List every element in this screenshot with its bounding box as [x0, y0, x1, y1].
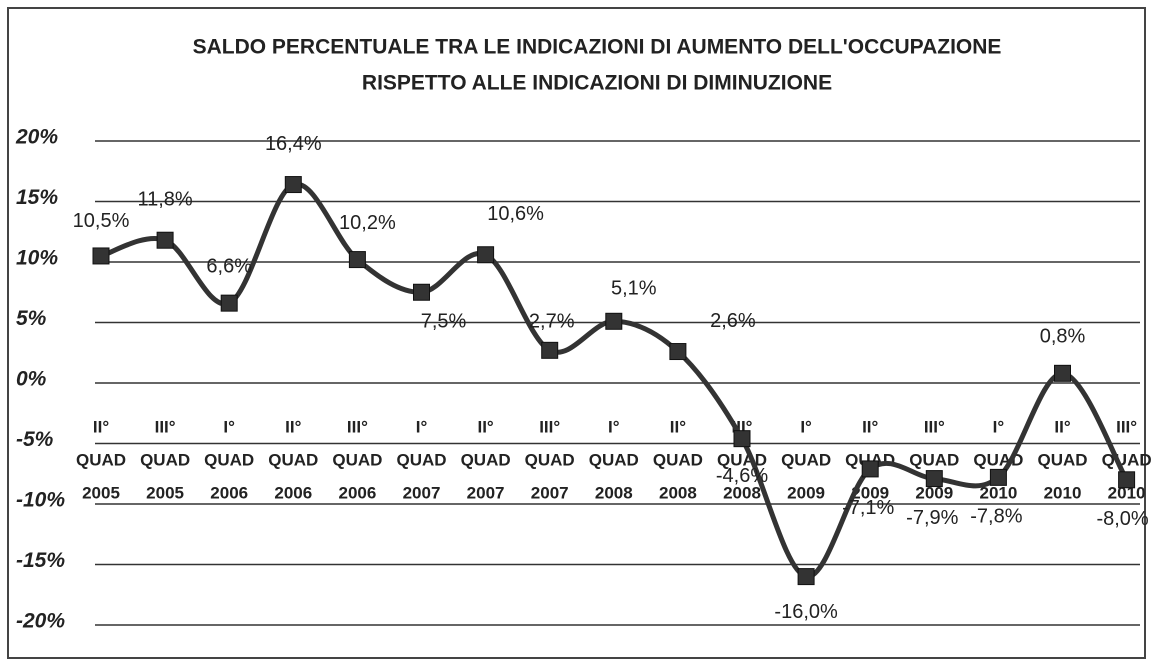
x-tick-label: 2008 — [595, 483, 633, 502]
x-tick-label: 2006 — [210, 483, 248, 502]
x-tick-label: III° — [924, 417, 945, 436]
data-point — [797, 568, 815, 586]
x-tick-label: I° — [608, 417, 620, 436]
x-tick-label: III° — [539, 417, 560, 436]
x-tick-label: QUAD — [525, 450, 575, 469]
y-tick-label: 0% — [16, 368, 47, 391]
data-point — [669, 343, 687, 361]
value-label: -7,9% — [906, 507, 958, 529]
data-point — [989, 468, 1007, 486]
x-tick-label: 2010 — [979, 483, 1017, 502]
value-label: -16,0% — [774, 601, 838, 623]
value-label: -4,6% — [716, 465, 768, 487]
x-tick-label: II° — [285, 417, 301, 436]
x-tick-label: 2005 — [146, 483, 184, 502]
x-tick-label: QUAD — [268, 450, 318, 469]
y-tick-label: -10% — [16, 489, 65, 512]
x-tick-label: I° — [223, 417, 235, 436]
x-tick-label: 2007 — [467, 483, 505, 502]
y-tick-label: 5% — [16, 307, 47, 330]
chart-frame — [7, 7, 1146, 659]
x-tick-label: 2007 — [403, 483, 441, 502]
x-tick-label: 2009 — [851, 483, 889, 502]
x-tick-label: I° — [416, 417, 428, 436]
x-tick-label: QUAD — [1102, 450, 1152, 469]
y-tick-label: 15% — [16, 186, 58, 209]
data-point — [1118, 471, 1136, 489]
value-label: 6,6% — [206, 255, 252, 277]
x-tick-label: 2007 — [531, 483, 569, 502]
data-point — [861, 460, 879, 478]
x-tick-label: II° — [1054, 417, 1070, 436]
value-label: -7,1% — [842, 497, 894, 519]
x-tick-label: I° — [800, 417, 812, 436]
x-tick-label: QUAD — [140, 450, 190, 469]
value-label: 2,7% — [529, 311, 575, 333]
value-label: 10,5% — [73, 210, 130, 232]
value-label: 16,4% — [265, 133, 322, 155]
value-label: -8,0% — [1096, 508, 1148, 530]
x-tick-label: QUAD — [332, 450, 382, 469]
x-tick-label: 2005 — [82, 483, 120, 502]
value-label: 2,6% — [710, 310, 756, 332]
y-tick-label: -15% — [16, 549, 65, 572]
data-point — [92, 247, 110, 265]
data-point — [156, 231, 174, 249]
value-label: 10,6% — [487, 203, 544, 225]
x-tick-label: QUAD — [781, 450, 831, 469]
data-point — [541, 341, 559, 359]
chart-title: SALDO PERCENTUALE TRA LE INDICAZIONI DI … — [193, 36, 1002, 59]
x-tick-label: QUAD — [909, 450, 959, 469]
y-tick-label: 20% — [15, 126, 58, 149]
x-tick-label: III° — [155, 417, 176, 436]
data-point — [605, 312, 623, 330]
x-tick-label: 2010 — [1108, 483, 1146, 502]
x-tick-label: II° — [862, 417, 878, 436]
data-point — [1054, 364, 1071, 382]
x-tick-label: III° — [1116, 417, 1137, 436]
x-tick-label: 2009 — [787, 483, 825, 502]
x-tick-label: QUAD — [204, 450, 254, 469]
x-tick-label: 2009 — [915, 483, 953, 502]
x-tick-label: II° — [477, 417, 493, 436]
y-tick-label: 10% — [16, 247, 58, 270]
x-tick-label: QUAD — [1037, 450, 1087, 469]
x-tick-label: 2006 — [338, 483, 376, 502]
x-tick-label: QUAD — [76, 450, 126, 469]
x-tick-label: QUAD — [461, 450, 511, 469]
value-label: 10,2% — [339, 212, 396, 234]
x-tick-label: QUAD — [589, 450, 639, 469]
x-tick-label: QUAD — [653, 450, 703, 469]
data-point — [733, 430, 751, 448]
value-label: 7,5% — [421, 311, 467, 333]
data-point — [925, 470, 943, 488]
chart-title: RISPETTO ALLE INDICAZIONI DI DIMINUZIONE — [362, 72, 832, 95]
y-tick-label: -20% — [16, 610, 65, 633]
x-tick-label: QUAD — [396, 450, 446, 469]
x-tick-label: 2006 — [274, 483, 312, 502]
y-tick-label: -5% — [16, 428, 54, 451]
x-tick-label: 2008 — [659, 483, 697, 502]
data-point — [220, 294, 238, 312]
data-point — [477, 246, 495, 264]
data-point — [348, 251, 366, 269]
x-tick-label: III° — [347, 417, 368, 436]
value-label: 11,8% — [137, 189, 192, 211]
x-tick-label: 2008 — [723, 483, 761, 502]
x-tick-label: II° — [93, 417, 109, 436]
value-label: 0,8% — [1040, 326, 1086, 348]
x-tick-label: 2010 — [1044, 483, 1082, 502]
data-point — [413, 283, 430, 301]
x-tick-label: I° — [993, 417, 1005, 436]
x-tick-label: II° — [670, 417, 686, 436]
value-label: 5,1% — [611, 278, 657, 300]
value-label: -7,8% — [970, 506, 1022, 528]
data-point — [284, 176, 302, 194]
